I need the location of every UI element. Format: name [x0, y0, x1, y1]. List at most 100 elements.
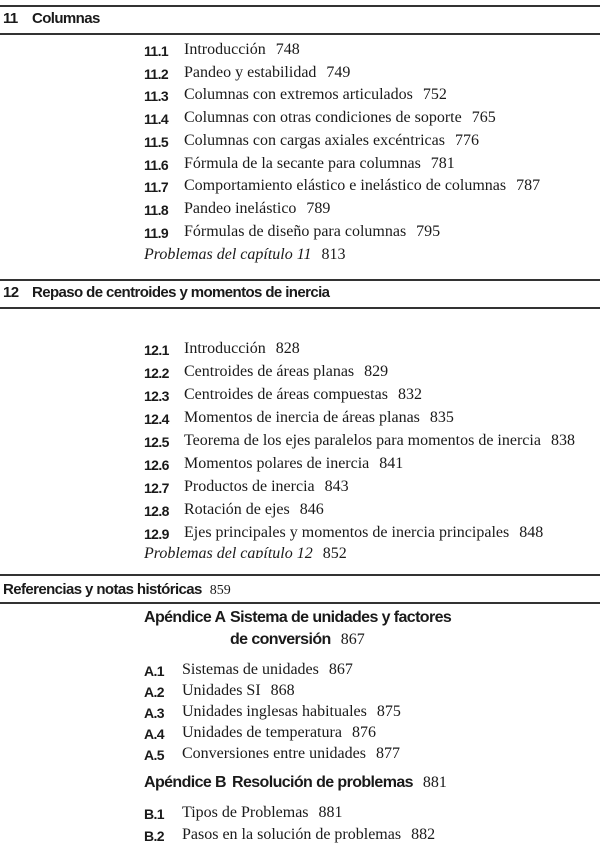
section-number: A.5 — [144, 747, 165, 763]
page-number: 846 — [299, 501, 324, 518]
section-title: Columnas con extremos articulados — [184, 86, 413, 104]
page-number: 795 — [416, 222, 441, 240]
chapter-11-heading: 11 Columnas — [3, 10, 100, 28]
section-number: 11.8 — [144, 201, 169, 218]
section-number: A.2 — [144, 684, 165, 700]
section-title: Teorema de los ejes paralelos para momen… — [184, 432, 541, 449]
page-number: 789 — [306, 199, 331, 217]
section-title-line: Unidades inglesas habituales 875 — [182, 702, 401, 722]
problems-label: Problemas del capítulo 11 — [144, 246, 312, 263]
section-title-line: Columnas con cargas axiales excéntricas 7… — [184, 131, 479, 151]
section-number: 12.4 — [144, 411, 169, 427]
page-number: 749 — [326, 63, 351, 81]
section-title-line: Productos de inercia 843 — [184, 477, 349, 497]
section-title: Introducción — [184, 340, 266, 357]
section-title: Centroides de áreas compuestas — [184, 386, 388, 403]
page-number: 843 — [324, 478, 349, 495]
page-number: 877 — [375, 745, 400, 762]
section-number: B.2 — [144, 828, 165, 844]
section-title: Conversiones entre unidades — [182, 745, 366, 762]
appendix-title: Sistema de unidades y factores — [230, 609, 452, 626]
section-number: 11.7 — [144, 179, 169, 196]
section-number: A.4 — [144, 726, 165, 742]
section-number: 11.6 — [144, 156, 169, 173]
section-title-line: Unidades de temperatura 876 — [182, 723, 376, 743]
section-title: Pasos en la solución de problemas — [182, 826, 402, 843]
section-title-line: Pandeo y estabilidad 749 — [184, 63, 350, 83]
page-number: 876 — [351, 724, 376, 741]
page-number: 828 — [275, 340, 300, 357]
section-title-line: Pandeo inelástico 789 — [184, 199, 330, 219]
page-number: 765 — [471, 109, 496, 127]
section-title: Pandeo inelástico — [184, 199, 297, 217]
section-number: 11.5 — [144, 133, 169, 150]
section-title-line: Teorema de los ejes paralelos para momen… — [184, 431, 575, 451]
section-number: 11.9 — [144, 224, 169, 241]
section-title: Pandeo y estabilidad — [184, 63, 317, 81]
chapter-title: Repaso de centroides y momentos de inerc… — [32, 284, 330, 301]
section-title: Comportamiento elástico e inelástico de … — [184, 177, 507, 195]
page-number: 882 — [411, 826, 436, 843]
chapter-title: Columnas — [32, 10, 100, 27]
section-number: 12.8 — [144, 503, 169, 519]
section-title-line: Columnas con otras condiciones de soport… — [184, 108, 496, 128]
appendix-label: Apéndice A — [144, 609, 226, 626]
section-title: Rotación de ejes — [184, 501, 290, 518]
page-number: 835 — [429, 409, 454, 426]
section-title: Productos de inercia — [184, 478, 315, 495]
section-number: 12.1 — [144, 342, 169, 358]
section-title: Columnas con otras condiciones de soport… — [184, 109, 462, 127]
section-title-line: Conversiones entre unidades 877 — [182, 744, 400, 764]
rule — [0, 5, 600, 7]
section-title: Momentos polares de inercia — [184, 455, 370, 472]
section-title-line: Introducción 748 — [184, 40, 300, 60]
section-number: 12.9 — [144, 526, 169, 542]
chapter-number: 12 — [3, 284, 19, 301]
section-title-line: Pasos en la solución de problemas 882 — [182, 825, 435, 845]
section-title: Fórmula de la secante para columnas — [184, 154, 421, 172]
section-title: Columnas con cargas axiales excéntricas — [184, 131, 445, 149]
appendix-a-heading: Apéndice A Sistema de unidades y factore… — [144, 607, 584, 651]
appendix-title: Resolución de problemas — [232, 774, 414, 791]
section-number: 12.2 — [144, 365, 169, 381]
page-number: 752 — [422, 86, 447, 104]
appendix-label: Apéndice B — [144, 774, 227, 791]
section-title-line: Centroides de áreas planas 829 — [184, 362, 388, 382]
section-number: 11.3 — [144, 88, 169, 105]
section-title-line: Sistemas de unidades 867 — [182, 660, 353, 680]
page-number: 748 — [275, 41, 300, 58]
page-number: 776 — [454, 131, 479, 149]
section-title-line: Tipos de Problemas 881 — [182, 803, 343, 823]
section-number: A.3 — [144, 705, 165, 721]
page-number: 832 — [397, 386, 422, 403]
problems-label: Problemas del capítulo 12 — [144, 545, 313, 558]
section-title-line: Rotación de ejes 846 — [184, 500, 324, 520]
references-title: Referencias y notas históricas — [3, 581, 202, 598]
section-number: A.1 — [144, 663, 165, 679]
section-number: 11.2 — [144, 65, 169, 82]
page-number: 829 — [364, 363, 389, 380]
chapter-12-problems: Problemas del capítulo 12 852 — [144, 544, 347, 558]
section-title-line: Introducción 828 — [184, 339, 300, 359]
rule — [0, 279, 600, 281]
section-number: 11.4 — [144, 111, 169, 128]
section-title: Unidades de temperatura — [182, 724, 342, 741]
section-title-line: Unidades SI 868 — [182, 681, 295, 701]
section-title-line: Comportamiento elástico e inelástico de … — [184, 176, 540, 196]
page-number: 813 — [321, 246, 346, 263]
section-number: 12.6 — [144, 457, 169, 473]
appendix-title-cont: de conversión — [230, 631, 331, 648]
section-title-line: Fórmulas de diseño para columnas 795 — [184, 222, 440, 242]
page-number: 859 — [209, 583, 231, 598]
chapter-number: 11 — [3, 10, 18, 27]
rule — [0, 307, 600, 309]
rule — [0, 602, 600, 604]
section-title: Unidades inglesas habituales — [182, 703, 367, 720]
page-number: 848 — [519, 524, 544, 541]
page-number: 867 — [328, 661, 353, 678]
page-number: 881 — [422, 774, 447, 791]
chapter-11-problems: Problemas del capítulo 11 813 — [144, 245, 346, 265]
appendix-b-heading: Apéndice B Resolución de problemas 881 — [144, 772, 584, 794]
page-number: 868 — [270, 682, 295, 699]
section-title: Ejes principales y momentos de inercia p… — [184, 524, 510, 541]
